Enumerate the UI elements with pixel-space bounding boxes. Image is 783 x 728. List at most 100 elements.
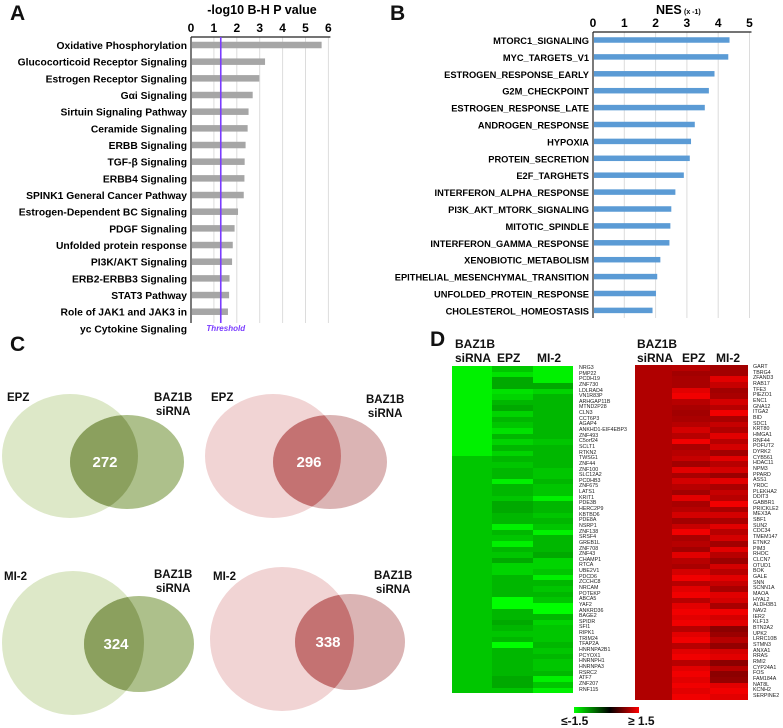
heatmap-cell (452, 388, 492, 395)
heatmap-cell (533, 512, 573, 519)
heatmap-row (452, 608, 573, 615)
bar (192, 208, 239, 215)
gene-label: TRIM24 (579, 635, 598, 642)
gene-label: SRSF4 (579, 534, 597, 541)
gene-label: ZCCHC8 (579, 579, 601, 586)
heatmap-cell (672, 671, 710, 677)
heatmap-cell (710, 676, 748, 683)
gene-label: PCDHB3 (579, 477, 601, 484)
heatmap-cell (710, 467, 748, 473)
heatmap-cell (492, 382, 533, 389)
category-label: MTORC1_SIGNALING (493, 36, 589, 46)
category-label: Role of JAK1 and JAK3 in (61, 308, 187, 319)
heatmap-cell (710, 410, 748, 417)
heatmap-cell (492, 411, 533, 417)
venn-overlap (84, 596, 144, 692)
heatmap-cell (533, 490, 573, 496)
gene-label: ZNF44 (579, 460, 596, 467)
gene-label: PDE8A (579, 517, 597, 524)
heatmap-cell (710, 659, 748, 666)
heatmap-cell (533, 461, 573, 468)
gene-label: SCLT1 (579, 443, 596, 450)
heatmap-cell (672, 404, 710, 411)
heatmap-cell (492, 681, 533, 688)
heatmap-row (635, 529, 748, 536)
heatmap-cell (533, 501, 573, 508)
heatmap-cell (635, 637, 672, 643)
heatmap-row (635, 410, 748, 417)
gene-label: GREB1L (579, 539, 600, 546)
heatmap-row (635, 484, 748, 490)
gene-label: AGAP4 (579, 421, 597, 428)
heatmap-row (452, 676, 573, 682)
gene-label: ARHGAP11B (579, 398, 611, 405)
bar (192, 275, 230, 282)
bar (594, 37, 730, 43)
gene-label: UPK2 (753, 630, 767, 637)
heatmap-cell (672, 455, 710, 462)
heatmap-cell (710, 489, 748, 496)
category-label: Estrogen-Dependent BC Signaling (19, 208, 187, 219)
heatmap-cell (672, 393, 710, 400)
heatmap-cell (533, 557, 573, 564)
heatmap-cell (533, 478, 573, 485)
heatmap-row (635, 693, 748, 700)
heatmap-cell (492, 653, 533, 660)
heatmap-row (452, 636, 573, 643)
heatmap-row (635, 399, 748, 405)
venn-right-label: BAZ1B siRNA (154, 391, 192, 419)
heatmap-cell (672, 489, 710, 496)
heatmap-cell (672, 574, 710, 581)
heatmap-cell (672, 637, 710, 643)
heatmap-row (452, 467, 573, 474)
heatmap-cell (672, 580, 710, 587)
heatmap-cell (710, 648, 748, 655)
heatmap-cell (452, 597, 492, 603)
heatmap-row (452, 473, 573, 479)
category-label: ERBB4 Signaling (103, 174, 187, 185)
heatmap-cell (492, 394, 533, 400)
gene-label: BTN2A2 (753, 624, 774, 631)
gene-label: DYRK2 (753, 449, 771, 456)
heatmap-cell (533, 580, 573, 586)
heatmap-cell (672, 495, 710, 502)
heatmap-cell (492, 608, 533, 615)
heatmap-cell (492, 490, 533, 496)
gene-label: BOK (753, 568, 765, 575)
bar-charts: -log10 B-H P value 0 1 2 3 4 5 6 Oxidative Phosp… (18, 3, 754, 335)
gene-label: HNRNPA3 (579, 663, 604, 670)
gene-label: SERPINE2 (753, 692, 780, 699)
venn-right-label: BAZ1B siRNA (366, 393, 404, 421)
heatmap-cell (635, 523, 672, 530)
heatmap-row (635, 393, 748, 400)
heatmap-cell (635, 376, 672, 383)
heatmap-cell (672, 433, 710, 439)
heatmap-cell (710, 654, 748, 660)
heatmap-cell (635, 518, 672, 524)
heatmap-row (635, 523, 748, 530)
gene-label: SCNN1A (753, 585, 775, 592)
heatmap-cell (533, 563, 573, 570)
gene-label: NSRP1 (579, 522, 597, 529)
heatmap-cell (635, 461, 672, 468)
heatmap-row (452, 648, 573, 654)
bar (594, 256, 661, 263)
heatmap-cell (635, 676, 672, 683)
heatmap-cell (533, 597, 573, 603)
heatmap-cell (452, 399, 492, 406)
heatmap-cell (492, 614, 533, 620)
gene-label: PIM3 (753, 545, 766, 552)
gene-label: ITGA2 (753, 409, 769, 416)
heatmap-row (635, 637, 748, 643)
heatmap-row (452, 614, 573, 620)
heatmap-cell (533, 625, 573, 632)
heatmap-cell (492, 552, 533, 558)
heatmap-cell (492, 371, 533, 378)
bar (192, 241, 233, 249)
heatmap-cell (533, 540, 573, 547)
heatmap-cell (635, 512, 672, 519)
venn-epz-up: 296 (205, 394, 387, 518)
gene-label: ALDH3B1 (753, 602, 777, 609)
gene-label: HYAL2 (753, 596, 770, 603)
heatmap-row (452, 501, 573, 508)
